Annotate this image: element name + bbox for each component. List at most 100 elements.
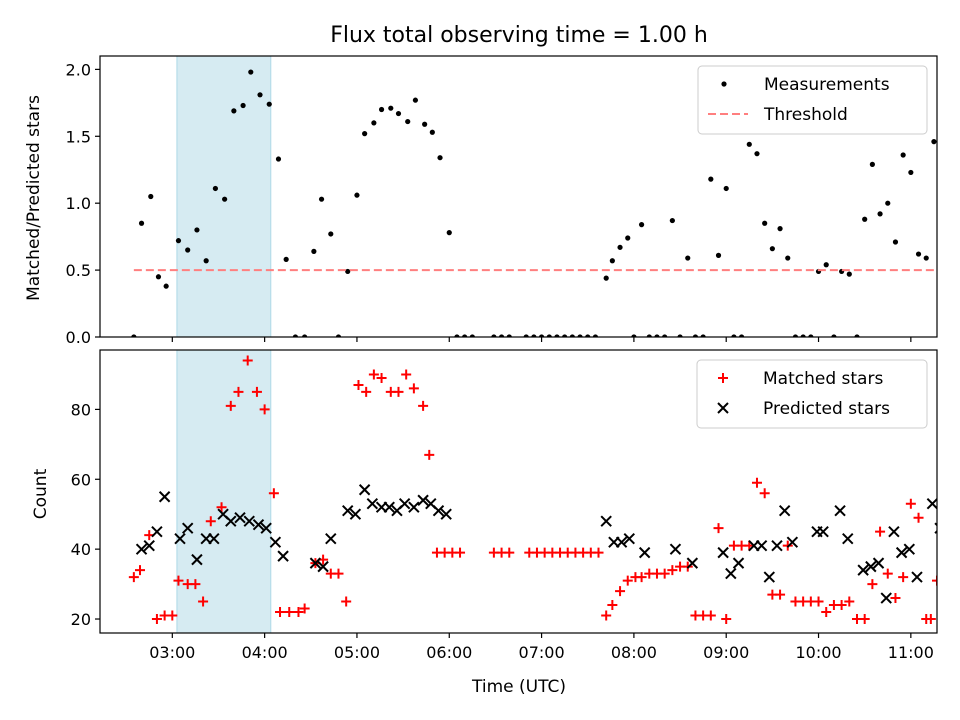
measurement-point: [345, 268, 351, 275]
measurement-point: [631, 334, 637, 337]
bottom-y-tick-label: 20: [71, 610, 91, 629]
matched-star-point: [898, 572, 909, 583]
predicted-star-point: [763, 571, 775, 583]
measurement-point: [792, 334, 799, 337]
matched-star-point: [173, 575, 184, 586]
measurement-point: [577, 334, 583, 337]
matched-star-point: [813, 596, 824, 607]
measurement-point: [585, 334, 591, 337]
predicted-star-point: [366, 498, 379, 510]
predicted-star-point: [834, 505, 846, 517]
measurement-point: [212, 185, 218, 192]
measurement-point: [328, 231, 334, 237]
matched-star-point: [242, 355, 253, 366]
x-tick-label: 09:00: [703, 643, 749, 662]
predicted-star-point: [408, 501, 420, 513]
x-tick-label: 10:00: [795, 643, 841, 662]
top-y-tick-label: 1.0: [66, 194, 91, 213]
measurement-point: [677, 334, 683, 337]
matched-star-point: [667, 565, 678, 576]
measurement-point: [831, 334, 837, 337]
measurement-point: [378, 106, 385, 113]
predicted-star-point: [432, 505, 445, 517]
measurement-point: [715, 252, 722, 258]
x-tick-label: 07:00: [519, 643, 565, 662]
measurement-point: [531, 334, 537, 337]
matched-star-point: [821, 607, 832, 618]
measurement-point: [148, 193, 154, 200]
matched-star-point: [721, 614, 732, 625]
matched-star-point: [455, 547, 466, 558]
matched-star-point: [135, 565, 146, 576]
measurement-point: [846, 271, 852, 277]
top-series-measurements: [131, 69, 937, 337]
predicted-star-point: [269, 536, 282, 548]
measurement-point: [335, 334, 342, 337]
top-axes-frame: [99, 55, 938, 338]
predicted-star-point: [732, 557, 745, 569]
measurement-point: [638, 222, 645, 228]
top-y-tick-label: 2.0: [66, 60, 91, 79]
measurement-point: [808, 334, 814, 337]
measurement-point: [412, 97, 419, 103]
x-tick-label: 08:00: [611, 643, 657, 662]
measurement-point: [700, 334, 706, 337]
measurement-point: [723, 185, 729, 192]
predicted-star-point: [174, 532, 186, 545]
measurement-point: [155, 274, 162, 280]
matched-star-point: [705, 610, 716, 621]
measurement-point: [248, 69, 254, 75]
measurement-point: [662, 334, 668, 337]
bottom-axes-frame: [99, 349, 938, 634]
matched-star-point: [233, 386, 244, 397]
matched-star-point: [713, 523, 724, 534]
measurement-point: [762, 220, 768, 226]
measurement-point: [446, 230, 452, 236]
predicted-star-point: [440, 508, 452, 520]
measurement-point: [388, 105, 394, 111]
measurement-point: [854, 334, 860, 337]
predicted-star-point: [888, 525, 900, 538]
top-legend-box: [697, 65, 928, 135]
measurement-point: [777, 226, 783, 232]
measurement-point: [685, 255, 691, 261]
matched-star-point: [408, 383, 419, 394]
matched-star-point: [225, 400, 236, 411]
predicted-star-point: [181, 522, 194, 534]
measurement-point: [302, 334, 308, 337]
matched-star-point: [251, 386, 262, 397]
measurement-point: [915, 251, 922, 257]
predicted-star-point: [225, 515, 237, 527]
measurement-point: [603, 275, 609, 281]
x-tick-label: 11:00: [888, 643, 934, 662]
measurement-point: [175, 238, 182, 244]
top-y-tick-label: 0.0: [66, 328, 91, 347]
measurement-point: [800, 334, 806, 337]
matched-star-point: [151, 614, 162, 625]
predicted-star-point: [872, 557, 885, 569]
matched-star-point: [875, 526, 886, 537]
predicted-star-point: [135, 543, 148, 555]
bottom-legend-box: [696, 359, 928, 429]
predicted-star-point: [143, 539, 155, 552]
predicted-star-point: [778, 505, 791, 517]
matched-star-point: [299, 603, 310, 614]
predicted-star-point: [615, 536, 628, 548]
measurement-point: [754, 151, 760, 157]
measurement-point: [498, 334, 505, 337]
matched-star-point: [361, 386, 372, 397]
measurement-point: [746, 141, 752, 147]
measurement-point: [138, 220, 145, 226]
matched-star-point: [659, 568, 670, 579]
measurement-point: [592, 334, 599, 337]
bottom-legend: Matched stars Predicted stars: [696, 359, 928, 429]
matched-star-point: [867, 579, 878, 590]
chart-title: Flux total observing time = 1.00 h: [330, 23, 708, 48]
measurement-point: [437, 155, 443, 161]
x-tick-label: 06:00: [426, 643, 472, 662]
legend-label: Matched stars: [763, 369, 883, 389]
measurement-point: [538, 334, 545, 337]
predicted-star-point: [725, 567, 737, 580]
matched-star-point: [925, 614, 936, 625]
